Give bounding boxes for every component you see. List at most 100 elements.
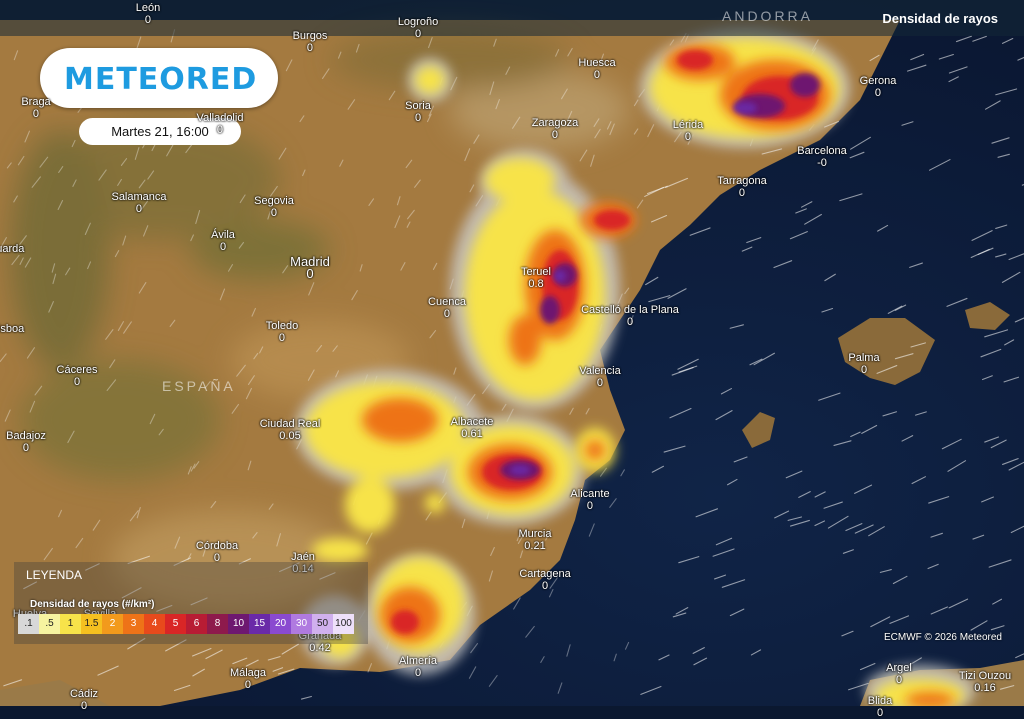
wind-streak: [1001, 38, 1014, 44]
wind-streak: [279, 562, 300, 573]
wind-streaks: [0, 29, 1024, 700]
wind-streak: [911, 476, 926, 485]
city-label: León 0: [136, 2, 160, 26]
wind-streak: [405, 159, 413, 169]
legend-step: 1: [60, 614, 81, 634]
wind-streak: [368, 198, 374, 206]
city-name: Almería: [399, 655, 437, 667]
wind-streak: [824, 120, 839, 128]
wind-streak: [190, 463, 196, 472]
wind-streak: [147, 170, 155, 180]
wind-streak: [990, 439, 1007, 449]
city-label: Gerona 0: [860, 75, 897, 99]
city-label: Castelló de la Plana 0: [581, 304, 679, 328]
wind-streak: [191, 647, 212, 657]
legend-step: .1: [18, 614, 39, 634]
city-label: Segovia 0: [254, 195, 294, 219]
logo-text: METEORED: [64, 62, 258, 97]
wind-streak: [247, 460, 252, 471]
city-value: 0: [541, 580, 549, 592]
wind-streak: [636, 199, 644, 209]
wind-streak: [901, 121, 914, 126]
wind-streak: [92, 519, 101, 531]
wind-streak: [136, 36, 142, 49]
wind-streak: [512, 116, 521, 129]
wind-streak: [910, 53, 925, 61]
wind-streak: [773, 260, 793, 269]
city-label: Soria 0: [405, 100, 431, 124]
wind-streak: [300, 695, 312, 700]
city-label: Valencia 0: [579, 365, 620, 389]
wind-streak: [938, 53, 954, 60]
city-label: Córdoba 0: [196, 540, 238, 564]
wind-streak: [606, 121, 612, 130]
wind-streak: [1002, 458, 1019, 465]
wind-streak: [190, 597, 208, 606]
wind-streak: [848, 682, 869, 691]
country-label-spain: ESPAÑA: [162, 378, 236, 394]
wind-streak: [787, 516, 803, 521]
wind-streak: [72, 179, 77, 187]
wind-streak: [493, 38, 497, 47]
wind-streak: [850, 136, 871, 150]
wind-streak: [882, 411, 898, 417]
city-name: Segovia: [254, 195, 294, 207]
city-label: Cuenca 0: [428, 296, 466, 320]
wind-streak: [267, 656, 281, 661]
wind-streak: [187, 553, 192, 560]
city-label: Toledo 0: [266, 320, 298, 344]
wind-streak: [741, 246, 753, 252]
wind-streak: [117, 321, 124, 332]
wind-streak: [501, 403, 507, 411]
wind-streak: [1001, 271, 1021, 283]
forecast-datetime[interactable]: Martes 21, 16:00: [79, 118, 241, 145]
wind-streak: [428, 37, 433, 49]
city-name: Barcelona: [797, 145, 847, 157]
city-label: Palma 0: [848, 352, 879, 376]
country-label-andorra: ANDORRA: [722, 8, 814, 24]
wind-streak: [609, 123, 615, 136]
wind-streak: [425, 511, 432, 521]
city-value: 0.42: [309, 642, 331, 654]
wind-streak: [588, 523, 595, 537]
wind-streak: [34, 385, 43, 396]
wind-streak: [733, 456, 748, 463]
wind-streak: [633, 99, 639, 107]
wind-streak: [114, 250, 120, 258]
wind-streak: [31, 176, 41, 188]
lightning-overlay: [295, 28, 975, 706]
wind-streak: [65, 267, 71, 276]
legend-step: 5: [165, 614, 186, 634]
wind-streak: [332, 345, 338, 352]
wind-streak: [894, 353, 914, 360]
wind-streak: [140, 200, 149, 212]
wind-streak: [645, 276, 659, 286]
wind-streak: [488, 674, 498, 687]
wind-streak: [282, 419, 287, 427]
morocco-land: [0, 680, 110, 706]
city-name: Valencia: [579, 365, 621, 377]
wind-streak: [789, 519, 810, 527]
legend-step: 20: [270, 614, 291, 634]
wind-streak: [26, 347, 35, 359]
wind-streak: [190, 234, 194, 242]
wind-streak: [715, 410, 733, 421]
wind-streak: [98, 169, 107, 181]
wind-streak: [24, 257, 32, 268]
wind-streak: [695, 508, 719, 518]
wind-streak: [971, 230, 993, 241]
meteored-logo[interactable]: METEORED: [40, 48, 278, 108]
wind-streak: [29, 400, 36, 413]
wind-streak: [677, 358, 699, 370]
city-value: 0: [593, 69, 601, 81]
wind-streak: [149, 413, 156, 425]
city-label: Almería 0: [399, 655, 437, 679]
wind-streak: [980, 348, 1002, 358]
wind-streak: [795, 208, 807, 214]
wind-streak: [464, 148, 471, 162]
city-name: Teruel: [521, 266, 551, 278]
wind-streak: [247, 375, 255, 386]
wind-streak: [889, 615, 910, 624]
wind-streak: [58, 165, 64, 174]
